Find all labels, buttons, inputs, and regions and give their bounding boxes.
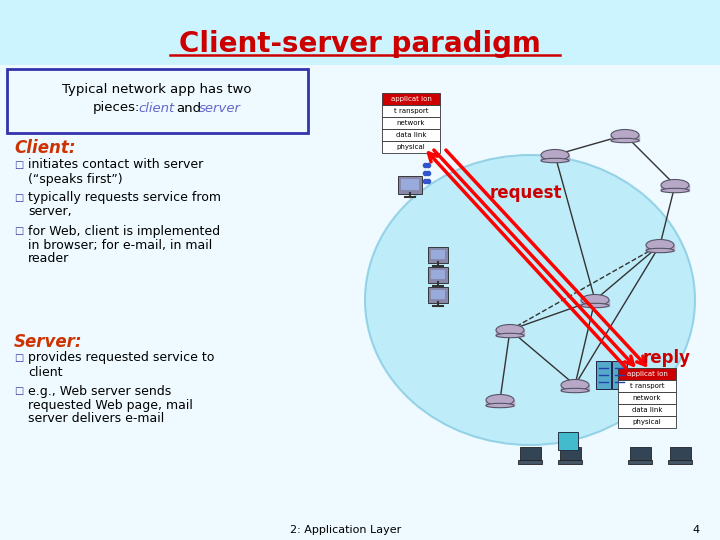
Text: 4: 4 <box>693 525 700 535</box>
Text: □: □ <box>14 160 23 170</box>
FancyBboxPatch shape <box>7 69 308 133</box>
Text: initiates contact with server: initiates contact with server <box>28 159 203 172</box>
Text: (“speaks first”): (“speaks first”) <box>28 172 122 186</box>
FancyBboxPatch shape <box>618 404 676 416</box>
Text: t ransport: t ransport <box>394 108 428 114</box>
Ellipse shape <box>646 240 674 251</box>
FancyBboxPatch shape <box>382 105 440 117</box>
Polygon shape <box>581 300 609 306</box>
Text: □: □ <box>14 386 23 396</box>
FancyBboxPatch shape <box>520 447 541 461</box>
Text: server delivers e-mail: server delivers e-mail <box>28 413 164 426</box>
FancyBboxPatch shape <box>618 380 676 392</box>
Ellipse shape <box>611 130 639 140</box>
FancyBboxPatch shape <box>0 0 720 65</box>
Ellipse shape <box>486 403 514 408</box>
FancyBboxPatch shape <box>382 93 440 105</box>
Text: e.g., Web server sends: e.g., Web server sends <box>28 384 171 397</box>
FancyBboxPatch shape <box>559 447 580 461</box>
FancyBboxPatch shape <box>428 247 448 263</box>
Text: for Web, client is implemented: for Web, client is implemented <box>28 225 220 238</box>
Polygon shape <box>541 155 569 160</box>
Ellipse shape <box>646 248 674 253</box>
FancyBboxPatch shape <box>628 460 652 464</box>
FancyBboxPatch shape <box>431 290 445 299</box>
Text: requested Web page, mail: requested Web page, mail <box>28 399 193 411</box>
Ellipse shape <box>611 138 639 143</box>
FancyBboxPatch shape <box>382 129 440 141</box>
Ellipse shape <box>661 179 689 191</box>
Ellipse shape <box>561 388 589 393</box>
Polygon shape <box>661 185 689 191</box>
Text: and: and <box>176 102 201 114</box>
FancyBboxPatch shape <box>611 361 626 389</box>
FancyBboxPatch shape <box>668 460 692 464</box>
Polygon shape <box>611 135 639 140</box>
FancyBboxPatch shape <box>618 368 676 380</box>
FancyBboxPatch shape <box>398 176 422 194</box>
Text: Typical network app has two: Typical network app has two <box>62 84 252 97</box>
FancyBboxPatch shape <box>382 141 440 153</box>
Text: typically requests service from: typically requests service from <box>28 192 221 205</box>
Text: server: server <box>199 102 241 114</box>
Text: physical: physical <box>633 419 662 425</box>
Text: Server:: Server: <box>14 333 83 351</box>
Text: network: network <box>633 395 661 401</box>
FancyBboxPatch shape <box>670 447 690 461</box>
Ellipse shape <box>581 294 609 306</box>
Text: request: request <box>490 184 562 202</box>
Ellipse shape <box>581 303 609 308</box>
Text: provides requested service to: provides requested service to <box>28 352 215 365</box>
FancyBboxPatch shape <box>0 65 720 540</box>
Text: reader: reader <box>28 253 69 266</box>
Polygon shape <box>561 385 589 390</box>
Text: □: □ <box>14 226 23 236</box>
Text: □: □ <box>14 193 23 203</box>
Text: physical: physical <box>397 144 426 150</box>
Ellipse shape <box>365 155 695 445</box>
Ellipse shape <box>486 395 514 406</box>
FancyBboxPatch shape <box>629 447 650 461</box>
FancyBboxPatch shape <box>428 287 448 303</box>
Text: server,: server, <box>28 206 71 219</box>
Polygon shape <box>646 245 674 251</box>
Text: Client-server paradigm: Client-server paradigm <box>179 30 541 58</box>
FancyBboxPatch shape <box>382 117 440 129</box>
Text: client: client <box>138 102 174 114</box>
Text: applicat ion: applicat ion <box>390 96 431 102</box>
Text: □: □ <box>14 353 23 363</box>
FancyBboxPatch shape <box>558 460 582 464</box>
Text: network: network <box>397 120 426 126</box>
Text: pieces:: pieces: <box>93 102 140 114</box>
Text: reply: reply <box>643 349 691 367</box>
FancyBboxPatch shape <box>428 267 448 283</box>
Ellipse shape <box>496 333 524 338</box>
FancyBboxPatch shape <box>618 392 676 404</box>
Text: t ransport: t ransport <box>630 383 665 389</box>
Ellipse shape <box>541 150 569 160</box>
FancyBboxPatch shape <box>401 179 419 190</box>
Text: applicat ion: applicat ion <box>626 371 667 377</box>
FancyBboxPatch shape <box>431 270 445 279</box>
Text: in browser; for e-mail, in mail: in browser; for e-mail, in mail <box>28 239 212 252</box>
FancyBboxPatch shape <box>595 361 611 389</box>
Text: data link: data link <box>396 132 426 138</box>
Text: data link: data link <box>631 407 662 413</box>
FancyBboxPatch shape <box>618 416 676 428</box>
FancyBboxPatch shape <box>518 460 542 464</box>
Ellipse shape <box>496 325 524 335</box>
Polygon shape <box>486 400 514 406</box>
Ellipse shape <box>661 188 689 193</box>
Ellipse shape <box>561 380 589 390</box>
Ellipse shape <box>541 158 569 163</box>
Text: client: client <box>28 366 63 379</box>
Polygon shape <box>496 330 524 335</box>
Text: Client:: Client: <box>14 139 76 157</box>
FancyBboxPatch shape <box>558 432 578 450</box>
FancyBboxPatch shape <box>431 250 445 259</box>
Text: 2: Application Layer: 2: Application Layer <box>290 525 401 535</box>
